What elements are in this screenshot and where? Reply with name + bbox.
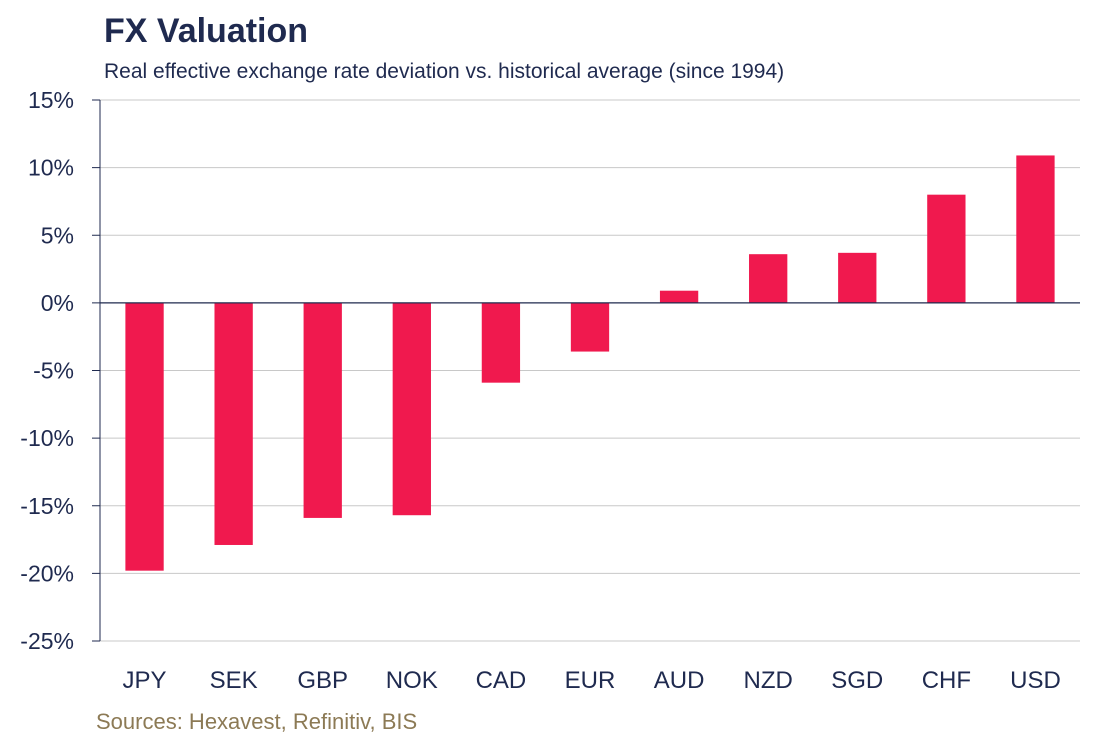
y-axis-ticks: 15% 10% 5% 0% -5% -10% -15% -20% -25% xyxy=(20,87,74,654)
gridlines xyxy=(92,99,1080,642)
axes xyxy=(99,100,1080,641)
bar-aud xyxy=(659,290,699,303)
bar-sgd xyxy=(838,252,877,303)
x-category-label: CHF xyxy=(922,667,971,694)
y-tick-label: -20% xyxy=(20,560,74,586)
bar-cad xyxy=(481,302,521,383)
x-category-label: AUD xyxy=(654,667,705,694)
y-tick-label: -10% xyxy=(20,425,74,451)
chart-subtitle: Real effective exchange rate deviation v… xyxy=(104,60,785,83)
x-category-label: EUR xyxy=(565,667,616,694)
x-category-label: USD xyxy=(1010,667,1061,694)
y-tick-label: -25% xyxy=(20,628,74,654)
x-category-label: SEK xyxy=(210,667,258,694)
y-tick-label: -5% xyxy=(33,358,74,384)
y-tick-label: 15% xyxy=(28,87,74,113)
y-tick-label: 10% xyxy=(28,155,74,181)
bar-nzd xyxy=(749,254,788,303)
y-tick-label: -15% xyxy=(20,493,74,519)
bar-jpy xyxy=(125,302,164,571)
bars xyxy=(125,155,1055,571)
x-category-label: JPY xyxy=(123,667,167,694)
bar-sek xyxy=(214,302,253,545)
bar-nok xyxy=(392,302,431,516)
source-note: Sources: Hexavest, Refinitiv, BIS xyxy=(96,709,418,734)
y-tick-label: 0% xyxy=(41,290,74,316)
y-tick-label: 5% xyxy=(41,222,74,248)
x-axis-category-labels: JPY SEK GBP NOK CAD EUR AUD NZD SGD CHF USD xyxy=(123,667,1061,694)
x-category-label: NOK xyxy=(386,667,438,694)
bar-usd xyxy=(1016,155,1055,303)
x-category-label: NZD xyxy=(744,667,793,694)
chart-title: FX Valuation xyxy=(104,12,309,50)
x-category-label: GBP xyxy=(297,667,348,694)
bar-chf xyxy=(927,194,966,303)
x-category-label: SGD xyxy=(831,667,883,694)
bar-gbp xyxy=(303,302,342,518)
x-category-label: CAD xyxy=(476,667,527,694)
bar-eur xyxy=(570,302,610,352)
